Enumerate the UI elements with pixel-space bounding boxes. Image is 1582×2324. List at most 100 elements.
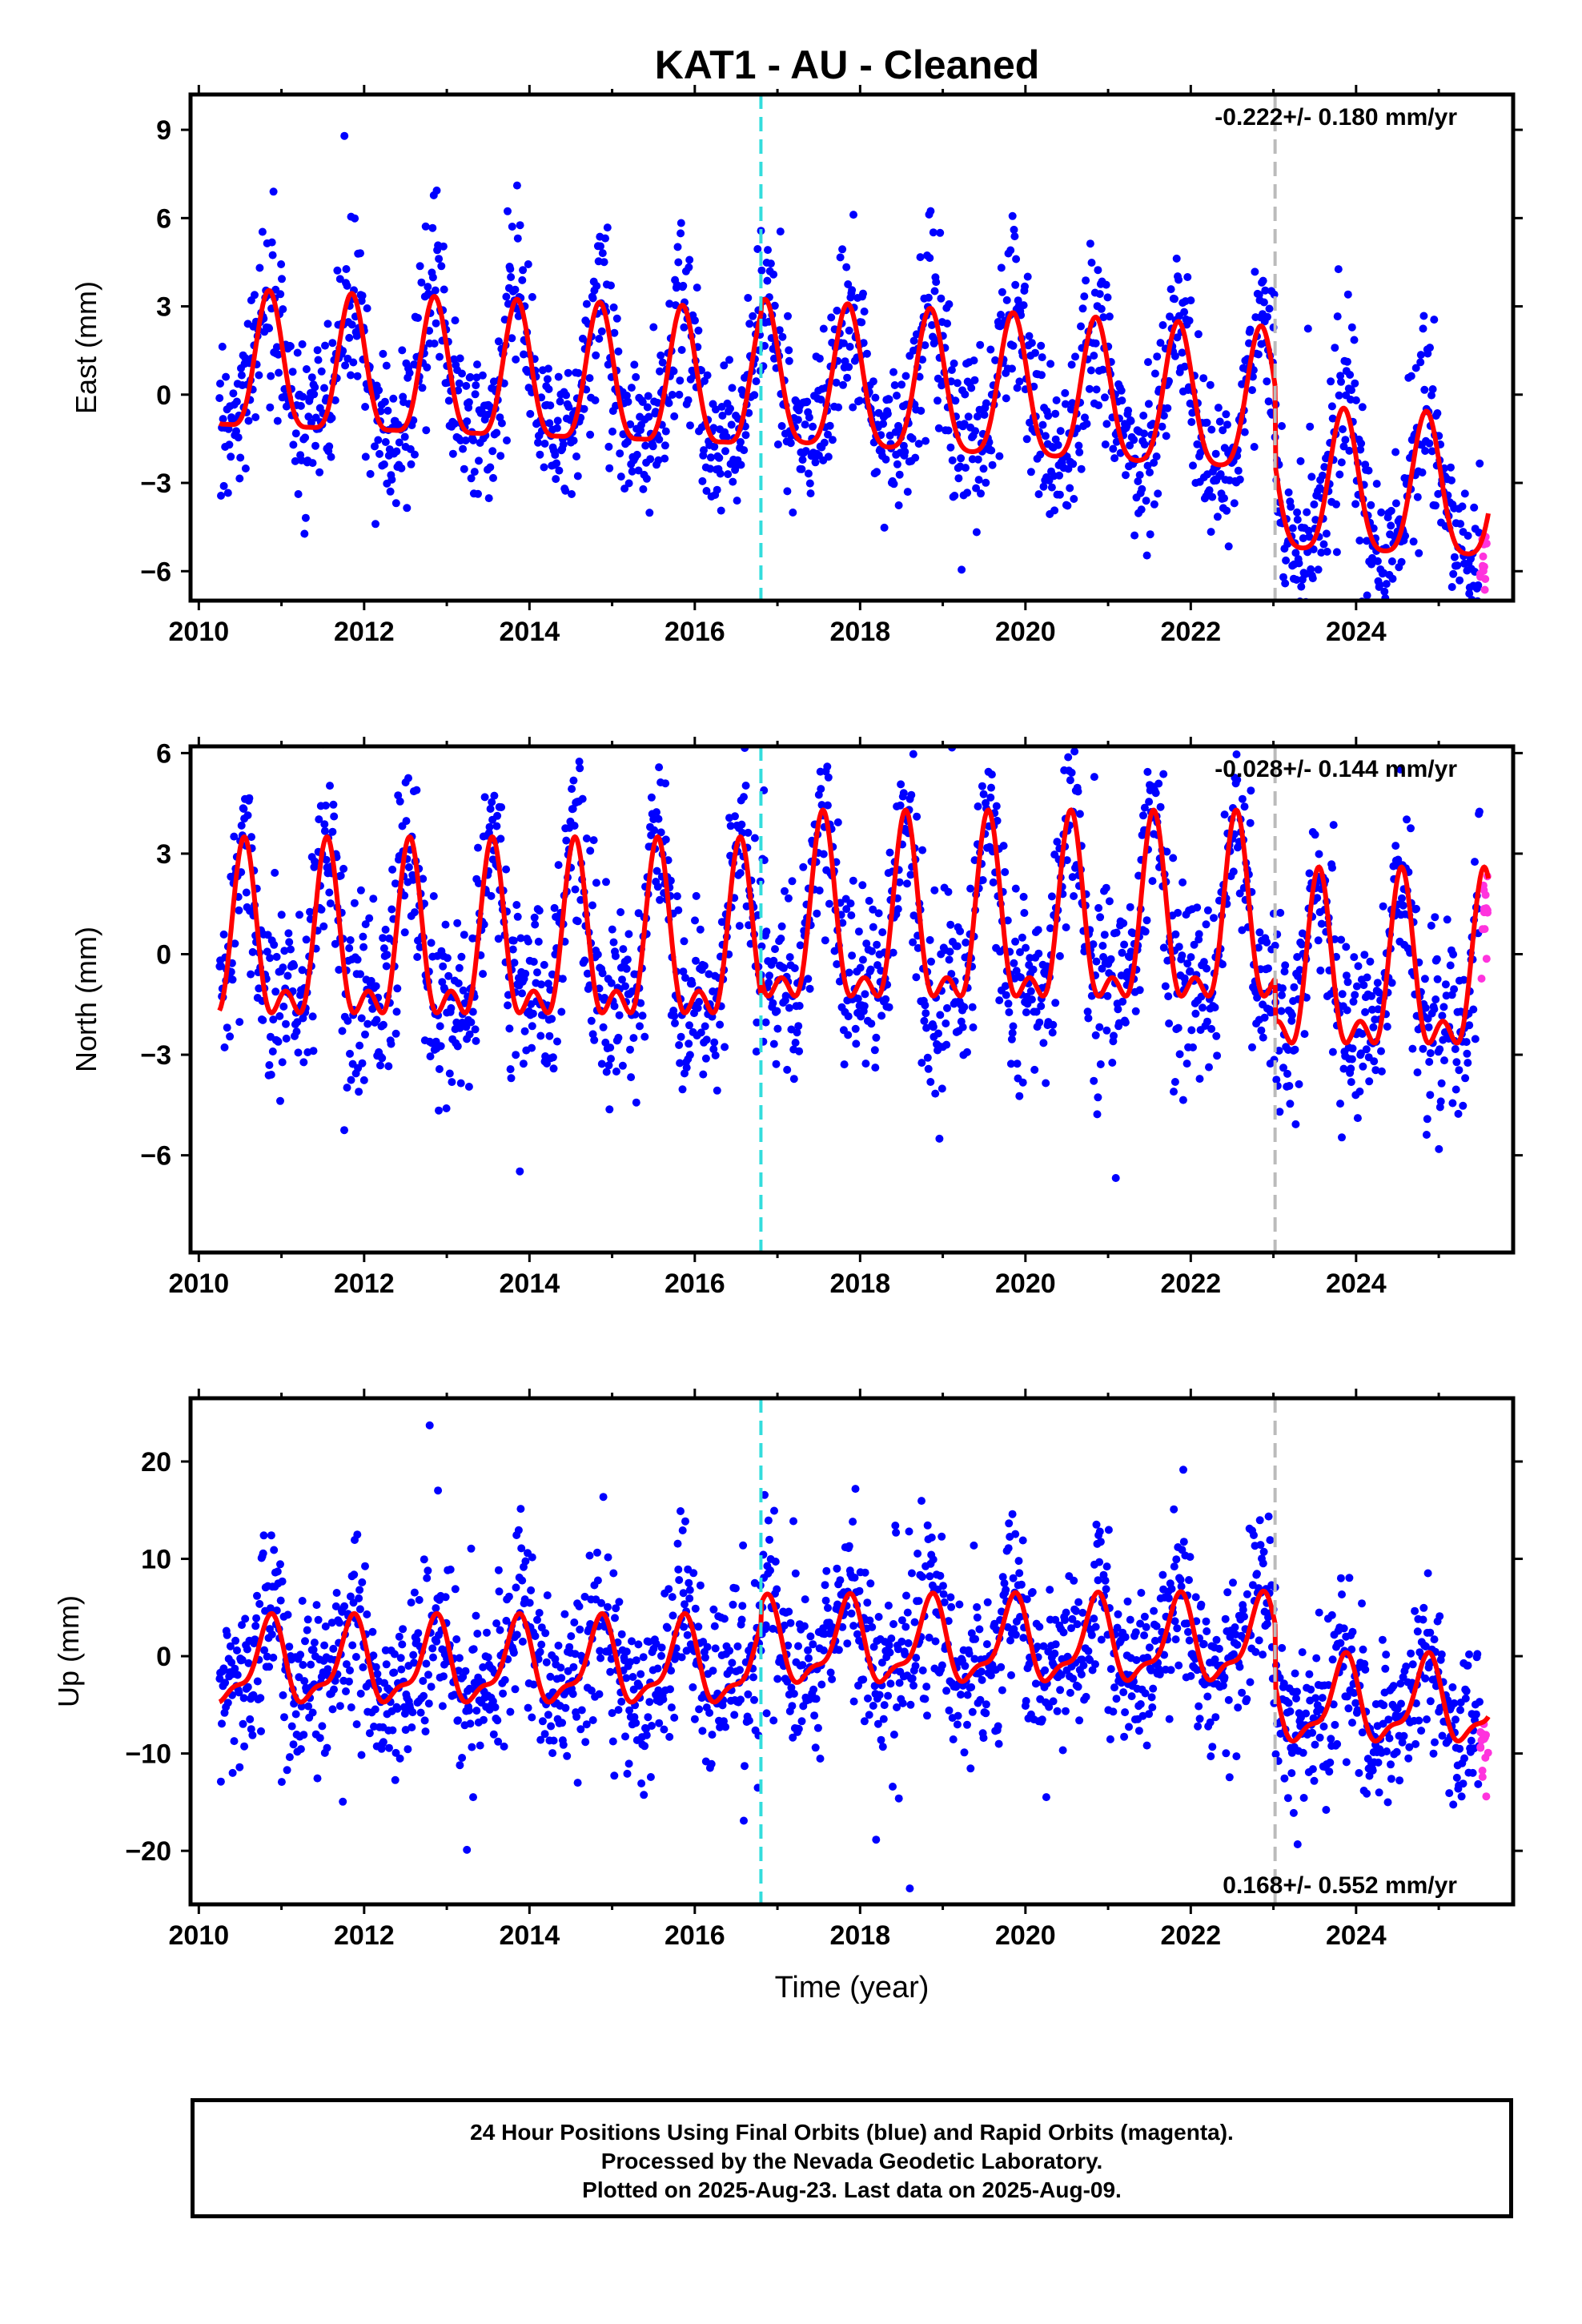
north-final-point <box>586 846 595 855</box>
east-final-point <box>460 464 468 473</box>
east-final-point <box>974 476 983 485</box>
east-final-point <box>968 455 977 464</box>
east-rapid-point <box>1479 552 1488 561</box>
east-final-point <box>335 275 344 283</box>
up-final-point <box>709 1667 717 1675</box>
up-final-point <box>908 1674 917 1683</box>
north-final-point <box>1343 1006 1351 1015</box>
east-final-point <box>1199 374 1208 383</box>
north-final-point <box>861 990 869 999</box>
north-final-point <box>597 1059 606 1068</box>
north-final-point <box>874 909 883 918</box>
north-final-point <box>569 776 578 785</box>
up-final-point <box>617 1697 626 1706</box>
east-final-point <box>1019 301 1028 310</box>
north-final-point <box>1186 953 1195 962</box>
north-final-point <box>271 987 280 996</box>
north-final-point <box>709 1045 718 1054</box>
north-final-point <box>445 1069 454 1078</box>
east-final-point <box>1409 537 1418 546</box>
east-final-point <box>343 281 351 290</box>
north-final-point <box>1455 1066 1464 1075</box>
up-final-point <box>339 1797 347 1806</box>
east-final-point <box>301 433 310 442</box>
north-final-point <box>1039 1039 1048 1047</box>
up-final-point <box>970 1655 979 1663</box>
north-model-fit-line <box>217 834 764 1015</box>
up-final-point <box>875 1691 884 1699</box>
north-final-point <box>1096 913 1105 922</box>
east-final-point <box>871 393 880 402</box>
up-final-point <box>570 1618 579 1626</box>
east-final-point <box>1336 372 1345 380</box>
east-final-point <box>237 371 246 380</box>
north-final-point <box>636 999 645 1007</box>
north-final-point <box>346 936 355 944</box>
east-final-point <box>218 342 227 351</box>
up-final-point <box>884 1691 893 1700</box>
up-final-point <box>701 1653 709 1662</box>
up-final-point <box>955 1600 964 1609</box>
north-final-point <box>676 1059 685 1068</box>
east-final-point <box>1363 537 1371 545</box>
east-final-point <box>351 214 359 223</box>
north-final-point <box>817 801 826 810</box>
east-final-point <box>918 356 927 364</box>
east-final-point <box>414 314 422 322</box>
up-final-point <box>821 1596 830 1605</box>
up-final-point <box>279 1691 287 1699</box>
east-final-point <box>785 346 793 355</box>
north-final-point <box>611 951 620 960</box>
up-final-point <box>253 1591 261 1600</box>
north-final-point <box>995 996 1004 1005</box>
east-final-point <box>785 356 793 365</box>
north-final-point <box>1151 716 1159 724</box>
east-final-point <box>648 442 657 451</box>
north-final-point <box>593 950 602 959</box>
up-final-point <box>365 1729 374 1738</box>
east-final-point <box>778 332 787 341</box>
north-final-point <box>1203 964 1211 973</box>
up-final-point <box>730 1711 739 1719</box>
north-final-point <box>1359 1062 1367 1071</box>
north-final-point <box>1464 1059 1472 1068</box>
north-final-point <box>1440 1056 1448 1065</box>
east-final-point <box>909 336 918 345</box>
east-final-point <box>973 412 982 421</box>
north-final-point <box>947 970 956 979</box>
east-final-point <box>279 305 287 314</box>
north-final-point <box>1174 1023 1182 1032</box>
up-final-point <box>942 1687 951 1695</box>
north-final-point <box>1007 1035 1016 1043</box>
up-final-point <box>911 1662 920 1671</box>
north-final-point <box>1135 986 1144 995</box>
north-final-point <box>945 955 954 964</box>
north-final-point <box>897 733 905 741</box>
north-final-point <box>629 1034 638 1043</box>
north-final-point <box>311 858 319 866</box>
north-final-point <box>1027 995 1036 1004</box>
north-final-point <box>788 877 797 886</box>
north-final-point <box>410 908 419 917</box>
east-final-point <box>582 300 591 308</box>
north-final-point <box>1259 1033 1267 1042</box>
up-final-point <box>239 1694 248 1703</box>
east-final-point <box>1022 435 1031 444</box>
east-final-point <box>546 401 555 410</box>
north-final-point <box>460 999 469 1007</box>
north-final-point <box>1048 1028 1057 1037</box>
north-final-point <box>230 832 239 841</box>
north-final-point <box>701 1054 710 1063</box>
east-x-tick-label: 2010 <box>169 617 230 647</box>
east-final-point <box>296 401 305 410</box>
east-final-point <box>677 346 686 354</box>
east-final-point <box>506 264 515 273</box>
east-final-point <box>1391 448 1400 456</box>
north-final-point <box>619 945 628 954</box>
up-final-point <box>542 1658 551 1667</box>
north-final-point <box>962 939 970 947</box>
up-final-point <box>476 1741 484 1750</box>
north-final-point <box>682 1063 691 1072</box>
up-final-point <box>967 1683 976 1691</box>
up-final-point <box>480 1715 488 1724</box>
